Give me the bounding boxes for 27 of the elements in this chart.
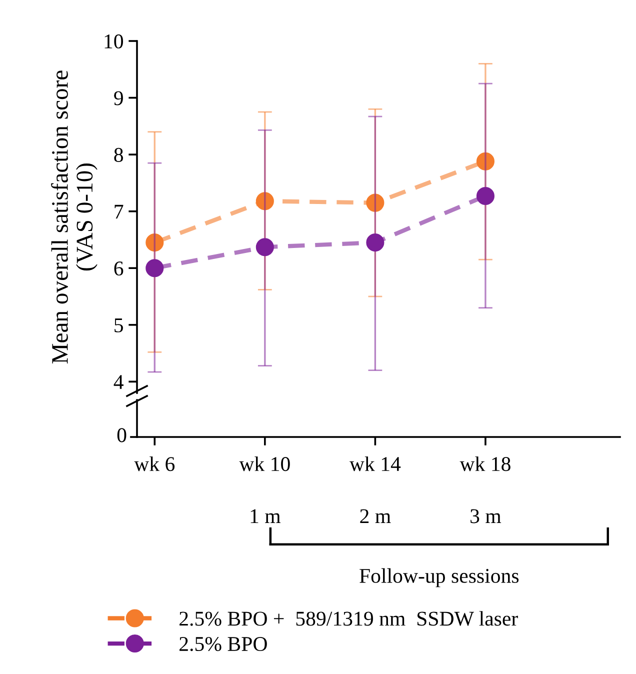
point [256,192,274,210]
point [476,186,494,206]
text: 1 m [250,509,281,524]
y-axis-title: Mean overall satisfaction score (VAS 0-10) [51,70,98,364]
x-tick-label: wk 6 [134,456,175,472]
point [146,234,164,252]
x-tick-label: wk 10 [239,456,290,472]
text: Follow-up sessions [360,568,519,588]
y-tick-label: 8 [114,148,124,162]
text: 2 m [360,509,391,524]
point [366,234,384,252]
text: 3 m [470,509,502,524]
y-tick-label: 7 [114,204,124,219]
x-tick-label: wk 14 [349,456,401,472]
point [476,152,494,170]
y-tick-label: 10 [104,34,124,48]
y-tick-label: 4 [114,375,124,389]
y-tick-label: 9 [114,91,123,106]
point [146,259,164,278]
legend-label: 2.5% BPO [180,636,267,652]
x-tick-label: wk 18 [460,456,510,472]
point [256,238,274,256]
point [366,194,384,212]
text: 0 [117,428,126,442]
y-tick-label: 6 [114,262,124,276]
legend-label: 2.5% BPO + 589/1319 nm SSDW laser [180,611,518,626]
y-tick-label: 5 [114,318,123,332]
